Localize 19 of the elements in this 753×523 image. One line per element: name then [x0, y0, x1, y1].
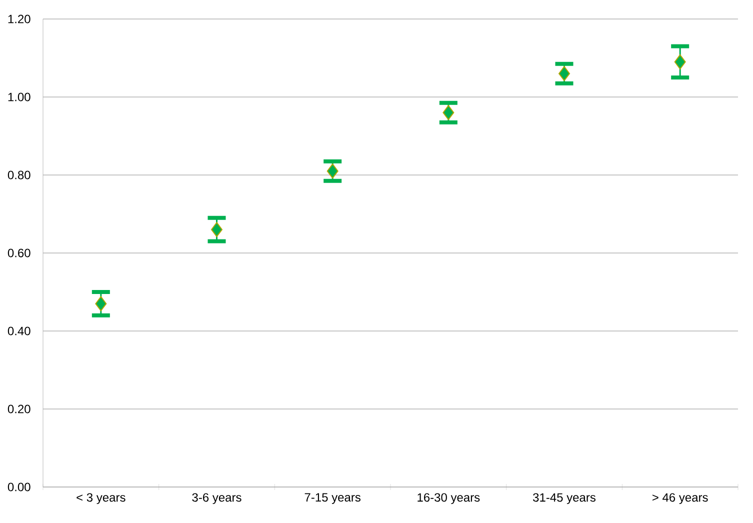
x-tick-label: < 3 years	[76, 493, 126, 504]
point	[558, 66, 570, 82]
point	[211, 222, 222, 238]
point	[674, 54, 686, 70]
x-tick-label: 3-6 years	[192, 493, 242, 504]
y-tick-label: 1.20	[8, 14, 30, 24]
x-tick-label: 31-45 years	[533, 493, 596, 504]
point	[326, 164, 338, 179]
y-tick-label: 0.20	[8, 404, 30, 414]
y-tick-label: 0.40	[8, 326, 30, 336]
y-tick-label: 0.00	[8, 482, 30, 492]
x-tick-label: > 46 years	[652, 493, 708, 504]
point	[95, 296, 107, 312]
y-tick-label: 0.80	[8, 170, 30, 180]
x-tick-label: 7-15 years	[304, 493, 360, 504]
x-tick-label: 16-30 years	[418, 493, 480, 504]
point	[442, 105, 454, 120]
y-tick-label: 1.00	[8, 92, 30, 102]
y-tick-label: 0.60	[8, 248, 30, 258]
